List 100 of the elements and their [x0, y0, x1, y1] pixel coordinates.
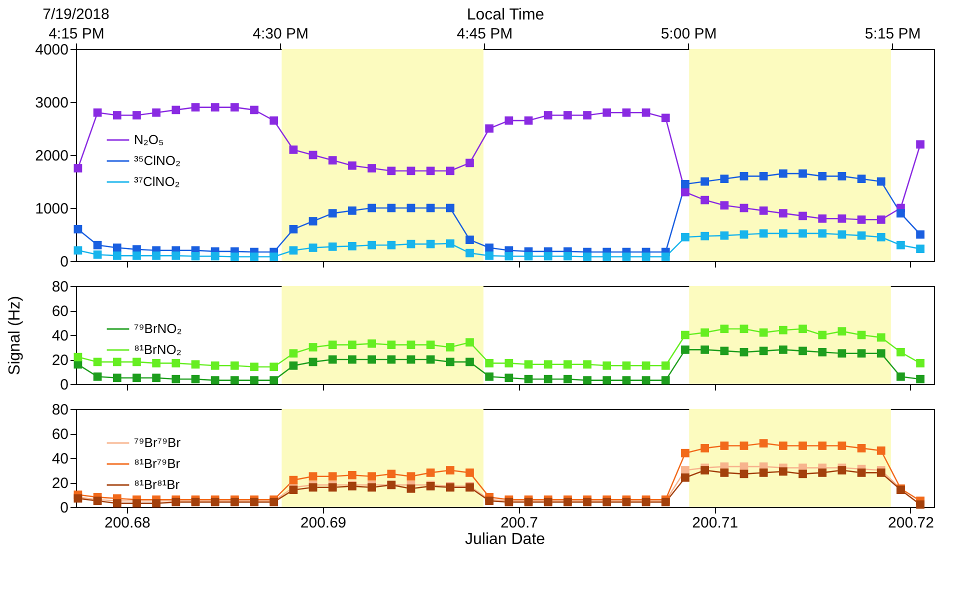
point: [876, 468, 886, 477]
point: [700, 177, 709, 186]
point: [759, 206, 768, 215]
y-tick-label: 0: [60, 376, 68, 394]
point: [602, 108, 612, 117]
point: [210, 376, 220, 385]
point: [308, 483, 318, 492]
point: [406, 166, 416, 176]
point: [230, 103, 239, 112]
point: [348, 355, 356, 364]
y-tick-label: 20: [52, 352, 68, 369]
point: [759, 229, 768, 238]
point: [250, 106, 258, 114]
y-tick-label: 80: [52, 278, 68, 296]
point: [210, 252, 220, 260]
point: [368, 339, 376, 348]
y-tick-label: 80: [52, 402, 68, 418]
point: [74, 164, 82, 172]
point: [798, 442, 807, 450]
point: [172, 374, 180, 384]
point: [700, 444, 709, 452]
point: [466, 358, 474, 366]
point: [289, 146, 298, 154]
point: [700, 328, 709, 337]
point: [622, 376, 631, 385]
point: [838, 466, 846, 474]
y-tick-label: 1000: [35, 200, 68, 218]
point: [426, 240, 435, 248]
legend-label: ⁸¹BrNO₂: [134, 342, 182, 357]
point: [328, 355, 337, 364]
point: [348, 470, 356, 480]
point: [368, 204, 376, 212]
point: [544, 360, 552, 369]
point: [328, 242, 337, 251]
point: [818, 348, 827, 356]
point: [387, 470, 396, 478]
point: [270, 252, 278, 261]
point: [289, 476, 298, 484]
point: [876, 232, 886, 242]
point: [328, 340, 337, 349]
point: [524, 252, 533, 260]
point: [818, 214, 827, 223]
point: [308, 150, 318, 160]
point: [876, 333, 886, 342]
point: [485, 372, 494, 381]
point: [661, 114, 670, 122]
point: [916, 374, 924, 384]
point: [857, 330, 866, 340]
point: [368, 483, 376, 492]
point: [720, 324, 729, 334]
point: [112, 374, 122, 382]
y-tick-label: 3000: [35, 94, 68, 112]
point: [152, 499, 160, 508]
point: [838, 172, 846, 180]
point: [583, 360, 592, 369]
point: [876, 215, 886, 224]
point: [446, 204, 454, 212]
point: [191, 374, 200, 384]
point: [564, 252, 572, 260]
point: [250, 252, 258, 261]
point: [622, 252, 631, 261]
point: [446, 343, 454, 352]
point: [857, 468, 866, 477]
point: [191, 103, 200, 112]
point: [485, 358, 494, 368]
point: [602, 376, 612, 385]
point: [818, 229, 827, 238]
point: [583, 111, 592, 120]
point: [328, 472, 337, 481]
point: [916, 230, 924, 239]
y-tick-label: 40: [52, 450, 68, 468]
point: [308, 358, 318, 366]
point: [876, 177, 886, 186]
point: [740, 230, 748, 239]
point: [857, 349, 866, 358]
point: [916, 358, 924, 368]
point: [720, 174, 729, 184]
point: [759, 328, 768, 337]
y-tick-label: 60: [52, 426, 68, 443]
point: [544, 111, 552, 120]
x2-tick-label: 5:15 PM: [864, 26, 921, 42]
point: [74, 246, 82, 255]
point: [74, 225, 82, 234]
point: [406, 204, 416, 212]
point: [93, 358, 102, 366]
x-tick-label: 200.7: [500, 514, 538, 532]
point: [368, 164, 376, 172]
point: [466, 236, 474, 244]
point: [270, 362, 278, 372]
point: [132, 252, 141, 260]
point: [348, 242, 356, 250]
point: [564, 111, 572, 120]
point: [230, 361, 239, 370]
point: [876, 349, 886, 358]
point: [759, 172, 768, 180]
point: [132, 499, 141, 508]
point: [700, 232, 709, 240]
point: [230, 252, 239, 261]
point: [778, 229, 788, 238]
point: [798, 470, 807, 478]
